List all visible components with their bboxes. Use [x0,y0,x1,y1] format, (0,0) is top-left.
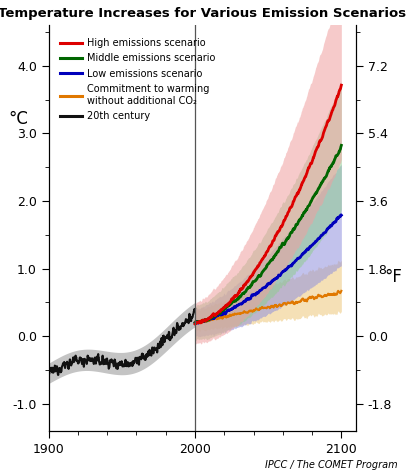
Legend: High emissions scenario, Middle emissions scenario, Low emissions scenario, Comm: High emissions scenario, Middle emission… [56,34,218,125]
Text: °F: °F [383,268,401,286]
Text: °C: °C [8,110,28,127]
Title: Temperature Increases for Various Emission Scenarios: Temperature Increases for Various Emissi… [0,7,405,20]
Text: IPCC / The COMET Program: IPCC / The COMET Program [265,460,397,470]
